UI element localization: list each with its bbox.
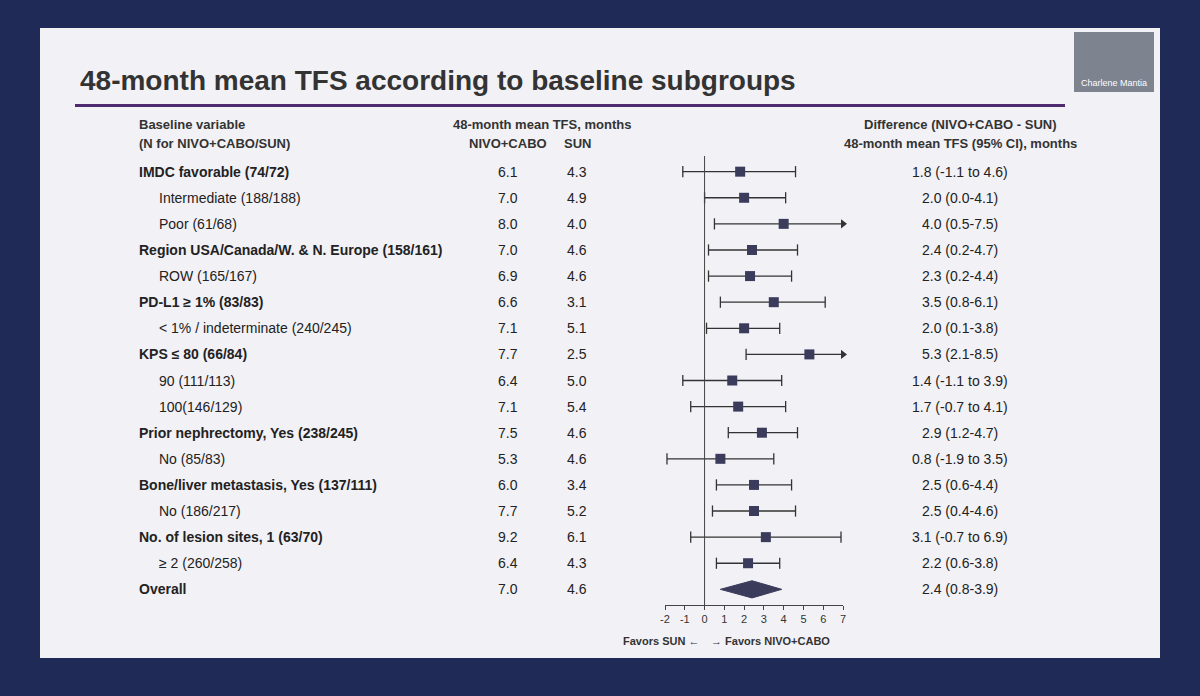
- svg-text:6.1: 6.1: [567, 529, 587, 545]
- svg-text:7.7: 7.7: [498, 503, 518, 519]
- svg-text:1.4 (-1.1 to 3.9): 1.4 (-1.1 to 3.9): [912, 373, 1008, 389]
- svg-text:2.5: 2.5: [567, 346, 587, 362]
- svg-text:Favors SUN ←: Favors SUN ←: [623, 635, 699, 647]
- svg-text:5.1: 5.1: [567, 320, 587, 336]
- svg-text:≥ 2 (260/258): ≥ 2 (260/258): [159, 555, 242, 571]
- svg-text:4.6: 4.6: [567, 268, 587, 284]
- svg-text:7: 7: [840, 613, 846, 625]
- svg-text:Difference (NIVO+CABO - SUN): Difference (NIVO+CABO - SUN): [864, 117, 1057, 132]
- svg-text:4.0 (0.5-7.5): 4.0 (0.5-7.5): [922, 216, 998, 232]
- svg-text:9.2: 9.2: [498, 529, 518, 545]
- svg-text:7.0: 7.0: [498, 190, 518, 206]
- svg-text:Prior nephrectomy, Yes (238/24: Prior nephrectomy, Yes (238/245): [139, 425, 358, 441]
- svg-text:3: 3: [761, 613, 767, 625]
- svg-text:7.0: 7.0: [498, 581, 518, 597]
- svg-text:2.3 (0.2-4.4): 2.3 (0.2-4.4): [922, 268, 998, 284]
- svg-text:7.7: 7.7: [498, 346, 518, 362]
- svg-text:Bone/liver metastasis, Yes (13: Bone/liver metastasis, Yes (137/111): [139, 477, 377, 493]
- svg-text:2.5 (0.6-4.4): 2.5 (0.6-4.4): [922, 477, 998, 493]
- svg-text:6.6: 6.6: [498, 294, 518, 310]
- svg-text:Region USA/Canada/W. & N. Euro: Region USA/Canada/W. & N. Europe (158/16…: [139, 242, 442, 258]
- svg-text:5.3 (2.1-8.5): 5.3 (2.1-8.5): [922, 346, 998, 362]
- svg-text:< 1% / indeterminate (240/245): < 1% / indeterminate (240/245): [159, 320, 352, 336]
- html-text:Charlene Mantia: Charlene Mantia: [1081, 78, 1147, 88]
- svg-text:2.4 (0.8-3.9): 2.4 (0.8-3.9): [922, 581, 998, 597]
- svg-text:1.7 (-0.7 to 4.1): 1.7 (-0.7 to 4.1): [912, 399, 1008, 415]
- svg-text:Intermediate (188/188): Intermediate (188/188): [159, 190, 301, 206]
- svg-text:4.3: 4.3: [567, 555, 587, 571]
- svg-text:7.1: 7.1: [498, 399, 518, 415]
- svg-text:2: 2: [741, 613, 747, 625]
- svg-text:2.0 (0.1-3.8): 2.0 (0.1-3.8): [922, 320, 998, 336]
- svg-text:48-month mean TFS (95% CI), mo: 48-month mean TFS (95% CI), months: [844, 136, 1077, 151]
- svg-text:6.4: 6.4: [498, 373, 518, 389]
- svg-text:IMDC favorable (74/72): IMDC favorable (74/72): [139, 164, 289, 180]
- svg-text:4.6: 4.6: [567, 242, 587, 258]
- svg-text:-2: -2: [660, 613, 670, 625]
- svg-text:3.1 (-0.7 to 6.9): 3.1 (-0.7 to 6.9): [912, 529, 1008, 545]
- svg-text:6.9: 6.9: [498, 268, 518, 284]
- svg-text:(N for NIVO+CABO/SUN): (N for NIVO+CABO/SUN): [139, 136, 290, 151]
- svg-text:4.6: 4.6: [567, 581, 587, 597]
- svg-text:5.4: 5.4: [567, 399, 587, 415]
- svg-text:0.8 (-1.9 to 3.5): 0.8 (-1.9 to 3.5): [912, 451, 1008, 467]
- svg-text:2.0 (0.0-4.1): 2.0 (0.0-4.1): [922, 190, 998, 206]
- svg-text:Baseline variable: Baseline variable: [139, 117, 245, 132]
- svg-text:3.4: 3.4: [567, 477, 587, 493]
- svg-text:6.0: 6.0: [498, 477, 518, 493]
- svg-text:3.1: 3.1: [567, 294, 587, 310]
- svg-text:1: 1: [721, 613, 727, 625]
- svg-text:No (186/217): No (186/217): [159, 503, 241, 519]
- svg-text:1.8 (-1.1 to 4.6): 1.8 (-1.1 to 4.6): [912, 164, 1008, 180]
- svg-text:Poor (61/68): Poor (61/68): [159, 216, 237, 232]
- svg-text:5.2: 5.2: [567, 503, 587, 519]
- svg-text:4: 4: [781, 613, 787, 625]
- svg-text:NIVO+CABO: NIVO+CABO: [469, 136, 547, 151]
- svg-text:5.3: 5.3: [498, 451, 518, 467]
- svg-text:6: 6: [820, 613, 826, 625]
- svg-text:48-month mean TFS, months: 48-month mean TFS, months: [453, 117, 631, 132]
- svg-text:→ Favors NIVO+CABO: → Favors NIVO+CABO: [711, 635, 830, 647]
- svg-text:48-month mean TFS according to: 48-month mean TFS according to baseline …: [80, 65, 796, 96]
- svg-text:4.6: 4.6: [567, 425, 587, 441]
- svg-text:4.9: 4.9: [567, 190, 587, 206]
- svg-text:90 (111/113): 90 (111/113): [159, 373, 235, 389]
- svg-text:2.4 (0.2-4.7): 2.4 (0.2-4.7): [922, 242, 998, 258]
- svg-text:-1: -1: [680, 613, 690, 625]
- svg-text:2.5 (0.4-4.6): 2.5 (0.4-4.6): [922, 503, 998, 519]
- svg-text:Overall: Overall: [139, 581, 186, 597]
- svg-text:0: 0: [701, 613, 707, 625]
- svg-text:7.1: 7.1: [498, 320, 518, 336]
- svg-text:100(146/129): 100(146/129): [159, 399, 242, 415]
- svg-text:6.4: 6.4: [498, 555, 518, 571]
- svg-text:4.0: 4.0: [567, 216, 587, 232]
- svg-text:5.0: 5.0: [567, 373, 587, 389]
- svg-text:3.5 (0.8-6.1): 3.5 (0.8-6.1): [922, 294, 998, 310]
- svg-text:SUN: SUN: [564, 136, 591, 151]
- svg-text:ROW (165/167): ROW (165/167): [159, 268, 257, 284]
- svg-text:No (85/83): No (85/83): [159, 451, 225, 467]
- svg-text:7.5: 7.5: [498, 425, 518, 441]
- svg-text:8.0: 8.0: [498, 216, 518, 232]
- svg-text:7.0: 7.0: [498, 242, 518, 258]
- svg-text:KPS ≤ 80 (66/84): KPS ≤ 80 (66/84): [139, 346, 247, 362]
- svg-text:No. of lesion sites, 1 (63/70): No. of lesion sites, 1 (63/70): [139, 529, 323, 545]
- svg-text:2.2 (0.6-3.8): 2.2 (0.6-3.8): [922, 555, 998, 571]
- svg-text:5: 5: [800, 613, 806, 625]
- svg-text:4.3: 4.3: [567, 164, 587, 180]
- svg-text:4.6: 4.6: [567, 451, 587, 467]
- svg-text:2.9 (1.2-4.7): 2.9 (1.2-4.7): [922, 425, 998, 441]
- svg-text:6.1: 6.1: [498, 164, 518, 180]
- svg-text:PD-L1 ≥ 1% (83/83): PD-L1 ≥ 1% (83/83): [139, 294, 263, 310]
